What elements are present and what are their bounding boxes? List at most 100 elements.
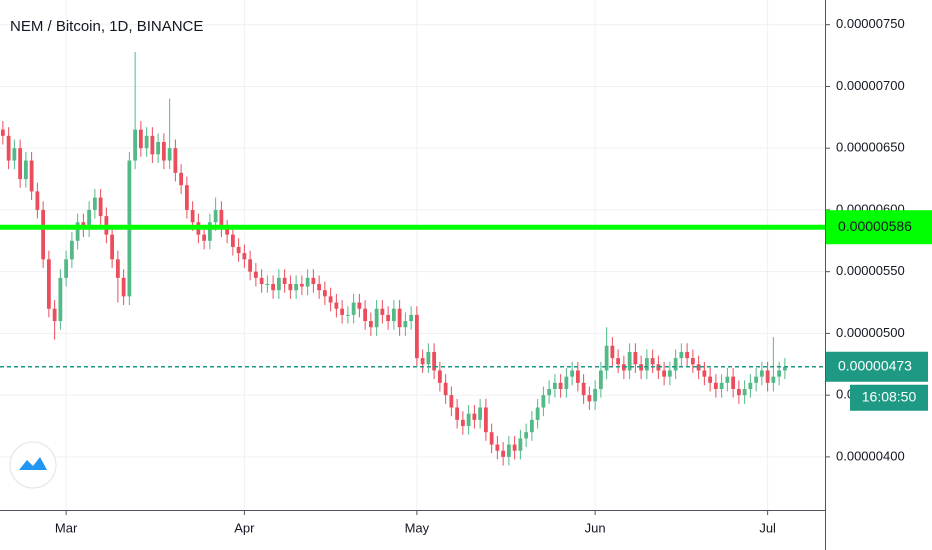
candle-body bbox=[202, 234, 207, 241]
candles bbox=[0, 51, 787, 466]
candle-body bbox=[690, 358, 695, 365]
candle-body bbox=[403, 321, 408, 328]
candle-body bbox=[650, 358, 655, 365]
candle-body bbox=[167, 148, 172, 161]
candle-body bbox=[782, 366, 787, 371]
candle-body bbox=[765, 370, 770, 383]
candle-body bbox=[58, 277, 63, 322]
candle-body bbox=[777, 370, 782, 377]
candle-body bbox=[662, 370, 667, 377]
candle-body bbox=[518, 438, 523, 451]
candle-body bbox=[29, 160, 34, 192]
candle-body bbox=[575, 370, 580, 383]
candle-body bbox=[610, 345, 615, 359]
candle-body bbox=[230, 234, 235, 247]
candle-body bbox=[731, 376, 736, 389]
candle-body bbox=[161, 142, 166, 161]
logo[interactable] bbox=[9, 441, 57, 489]
candle-body bbox=[305, 277, 310, 287]
candle-body bbox=[455, 407, 460, 420]
candle-body bbox=[547, 388, 552, 396]
candle-body bbox=[317, 284, 322, 291]
candle-body bbox=[18, 148, 23, 180]
candle-body bbox=[708, 376, 713, 383]
candle-body bbox=[87, 209, 92, 229]
y-tick-label: 0.00000700 bbox=[836, 78, 905, 93]
candle-body bbox=[460, 419, 465, 427]
y-tick-label: 0.00000550 bbox=[836, 263, 905, 278]
logo-circle[interactable] bbox=[9, 441, 57, 489]
candle-body bbox=[75, 222, 80, 241]
candle-body bbox=[380, 308, 385, 315]
candle-body bbox=[552, 382, 557, 389]
price-label: 0.00000473 bbox=[838, 357, 912, 373]
candle-body bbox=[386, 314, 391, 322]
candle-body bbox=[437, 370, 442, 383]
countdown: 16:08:50 bbox=[862, 388, 917, 404]
candle-body bbox=[35, 191, 40, 210]
candle-body bbox=[529, 419, 534, 433]
candle-body bbox=[639, 364, 644, 371]
x-tick-label: Jun bbox=[585, 520, 606, 535]
candle-body bbox=[133, 129, 138, 161]
candle-body bbox=[271, 284, 276, 291]
candle-body bbox=[472, 413, 477, 420]
candle-body bbox=[322, 290, 327, 297]
candle-body bbox=[98, 197, 103, 217]
candle-body bbox=[265, 284, 270, 286]
candle-body bbox=[69, 240, 74, 260]
candle-body bbox=[443, 382, 448, 396]
candle-body bbox=[570, 370, 575, 377]
candle-body bbox=[357, 302, 362, 309]
candle-body bbox=[713, 382, 718, 389]
candle-body bbox=[345, 314, 350, 316]
candle-body bbox=[397, 308, 402, 328]
chart-title: NEM / Bitcoin, 1D, BINANCE bbox=[10, 18, 203, 35]
candle-body bbox=[420, 358, 425, 365]
candle-body bbox=[541, 395, 546, 408]
candle-body bbox=[110, 234, 115, 260]
level-label: 0.00000586 bbox=[838, 218, 912, 234]
candle-body bbox=[679, 351, 684, 359]
logo-icon bbox=[19, 457, 47, 470]
overlays bbox=[0, 224, 825, 368]
candle-body bbox=[483, 407, 488, 433]
candle-body bbox=[696, 364, 701, 371]
candle-body bbox=[150, 135, 155, 155]
candle-body bbox=[702, 370, 707, 377]
candle-body bbox=[46, 259, 51, 309]
y-tick-label: 0.00000650 bbox=[836, 140, 905, 155]
candle-body bbox=[328, 296, 333, 303]
candle-body bbox=[581, 382, 586, 396]
candle-body bbox=[754, 376, 759, 383]
candle-body bbox=[449, 395, 454, 408]
price-label-box bbox=[826, 351, 928, 382]
candle-body bbox=[248, 259, 253, 272]
candle-body bbox=[259, 277, 264, 285]
candle-body bbox=[564, 376, 569, 389]
candle-body bbox=[311, 277, 316, 285]
candle-body bbox=[0, 129, 5, 136]
x-tick-label: May bbox=[405, 520, 430, 535]
candle-body bbox=[190, 209, 195, 223]
candle-body bbox=[633, 351, 638, 365]
x-tick-label: Apr bbox=[234, 520, 255, 535]
candle-body bbox=[719, 382, 724, 389]
candle-body bbox=[138, 129, 143, 149]
candle-body bbox=[489, 432, 494, 445]
candle-body bbox=[299, 284, 304, 287]
candle-body bbox=[391, 308, 396, 322]
candle-body bbox=[179, 172, 184, 186]
candle-body bbox=[242, 253, 247, 260]
candle-body bbox=[495, 444, 500, 451]
candle-body bbox=[52, 308, 57, 322]
candle-body bbox=[535, 407, 540, 420]
axes: 0.000004000.000004500.000005000.00000550… bbox=[55, 16, 932, 535]
level-label-box bbox=[826, 210, 932, 245]
y-tick-label: 0.00000500 bbox=[836, 325, 905, 340]
candle-body bbox=[598, 370, 603, 389]
candle-body bbox=[213, 209, 218, 223]
candle-body bbox=[288, 284, 293, 291]
candle-body bbox=[219, 209, 224, 229]
